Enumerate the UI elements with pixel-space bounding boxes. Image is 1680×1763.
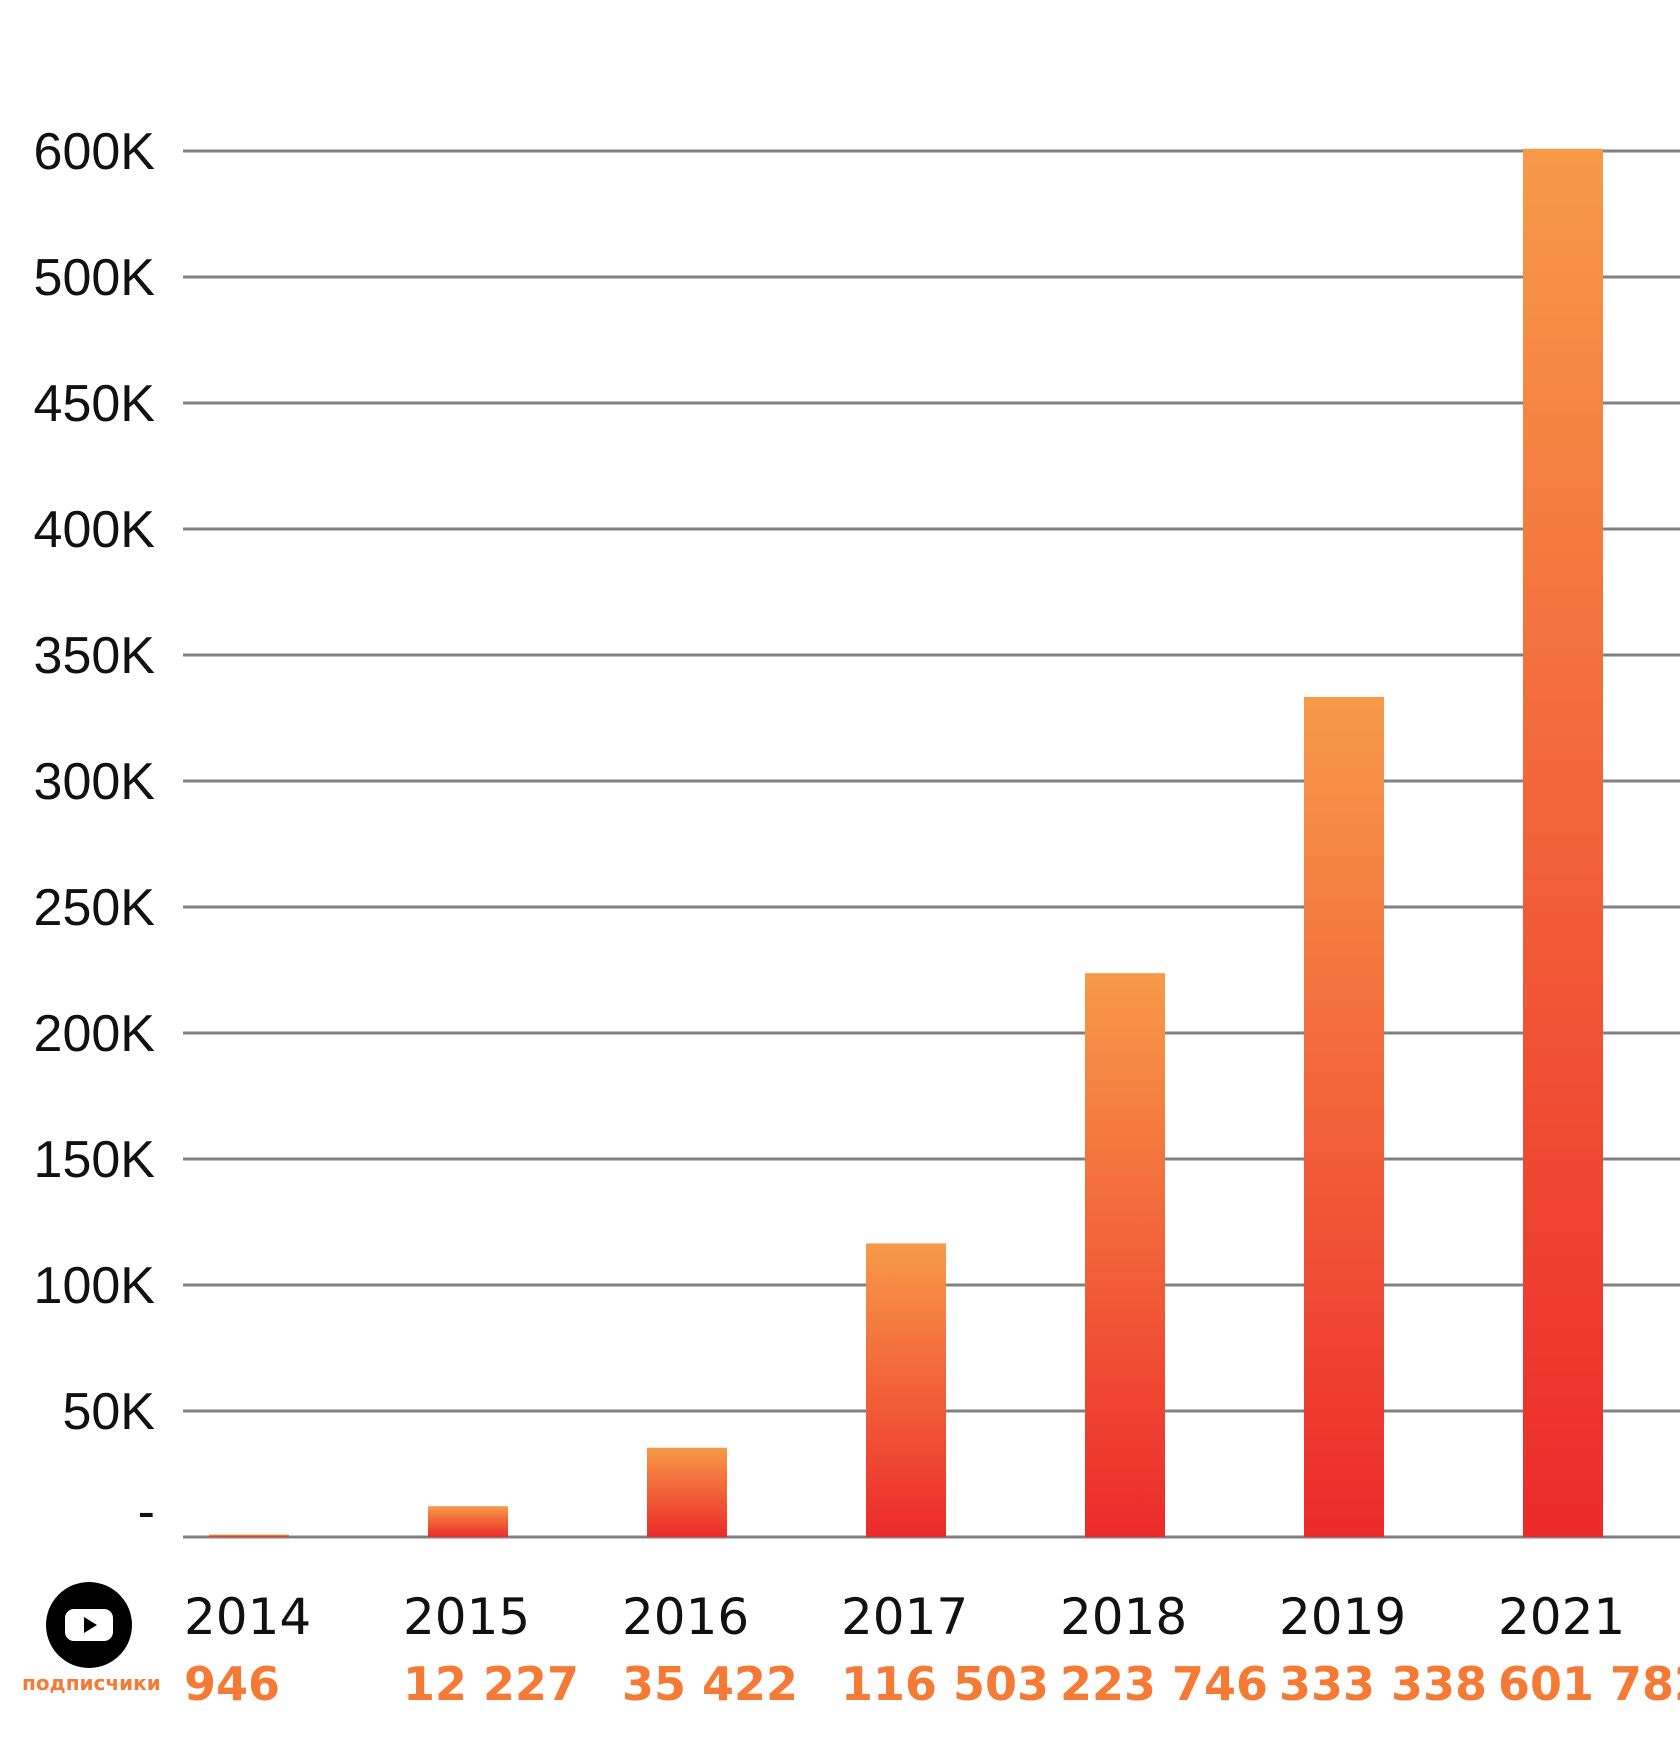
y-tick-label: 200K bbox=[34, 1005, 156, 1063]
bar-2018 bbox=[1085, 973, 1165, 1537]
data-label: 12 227 bbox=[403, 1657, 579, 1711]
y-tick-label: 400K bbox=[34, 501, 156, 559]
x-tick-label: 2016 bbox=[622, 1588, 749, 1646]
x-tick-label: 2014 bbox=[184, 1588, 311, 1646]
bar-2015 bbox=[428, 1506, 508, 1537]
data-label: 35 422 bbox=[622, 1657, 798, 1711]
y-tick-label: 250K bbox=[34, 879, 156, 937]
y-tick-label: 150K bbox=[34, 1131, 156, 1189]
x-tick-label: 2021 bbox=[1498, 1588, 1625, 1646]
data-label: 223 746 bbox=[1060, 1657, 1268, 1711]
bar-2019 bbox=[1304, 696, 1384, 1537]
bar-2014 bbox=[209, 1534, 289, 1537]
youtube-icon bbox=[46, 1582, 132, 1668]
bar-2016 bbox=[647, 1447, 727, 1537]
bar-2021 bbox=[1523, 148, 1603, 1538]
y-tick-label: 500K bbox=[34, 249, 156, 307]
legend: подписчики bbox=[22, 1582, 161, 1695]
bar-2017 bbox=[866, 1243, 946, 1537]
y-tick-label: 50K bbox=[62, 1383, 155, 1441]
x-tick-label: 2018 bbox=[1060, 1588, 1187, 1646]
data-label: 116 503 bbox=[841, 1657, 1049, 1711]
y-tick-label: 300K bbox=[34, 753, 156, 811]
y-axis-tick-labels: - 50K 100K 150K 200K 250K 300K 350K 400K 450K 500K… bbox=[34, 123, 156, 1541]
x-tick-label: 2017 bbox=[841, 1588, 968, 1646]
data-label: 333 338 bbox=[1279, 1657, 1487, 1711]
x-tick-label: 2019 bbox=[1279, 1588, 1406, 1646]
y-tick-label: - bbox=[138, 1483, 155, 1541]
bars bbox=[209, 148, 1603, 1538]
y-tick-label: 350K bbox=[34, 627, 156, 685]
y-tick-label: 100K bbox=[34, 1257, 156, 1315]
y-tick-label: 450K bbox=[34, 375, 156, 433]
data-label: 601 782 bbox=[1498, 1657, 1680, 1711]
x-tick-label: 2015 bbox=[403, 1588, 530, 1646]
gridlines bbox=[183, 149, 1680, 1539]
y-tick-label: 600K bbox=[34, 123, 156, 181]
data-label: 946 bbox=[184, 1657, 280, 1711]
legend-label: подписчики bbox=[22, 1671, 161, 1695]
